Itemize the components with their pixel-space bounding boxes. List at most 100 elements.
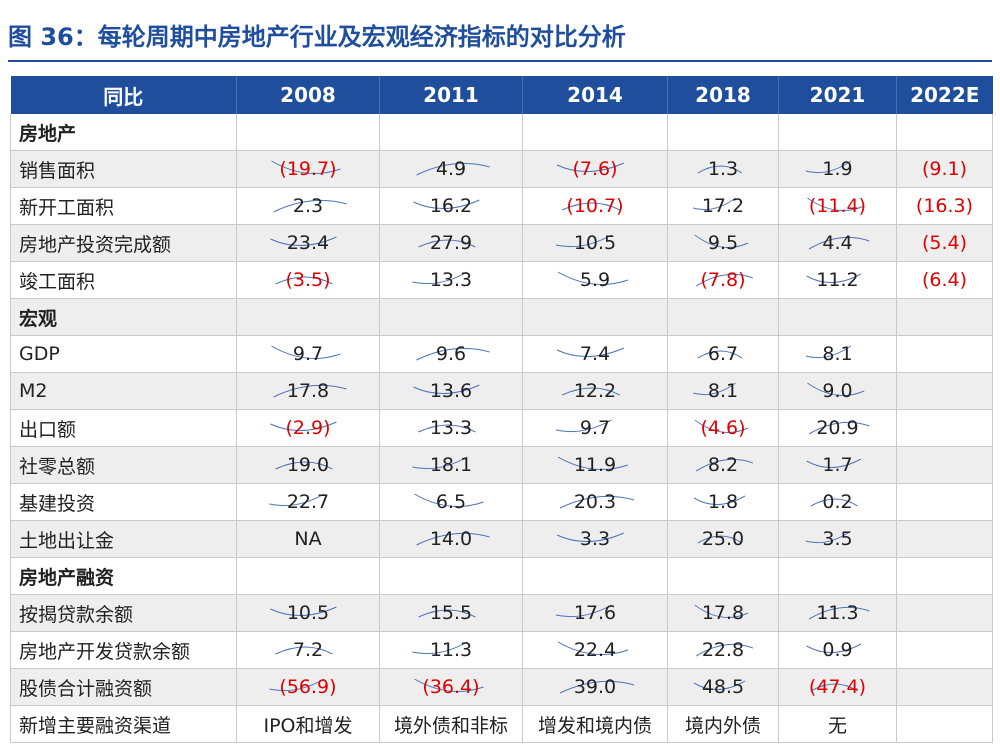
table-cell (896, 298, 993, 336)
table-cell: (56.9) (236, 668, 380, 706)
table-cell: 7.4 (522, 335, 668, 373)
table-cell: (16.3) (896, 187, 993, 225)
row-label: 土地出让金 (10, 520, 237, 558)
cell-value: 4.9 (435, 158, 467, 180)
table-cell: 13.3 (379, 261, 523, 299)
sparkline-decoration (269, 678, 325, 692)
table-cell: 境内外债 (667, 705, 779, 743)
sparkline-decoration (694, 234, 749, 248)
cell-value: 23.4 (286, 232, 330, 254)
table-cell: 17.6 (522, 594, 668, 632)
sparkline-decoration (270, 421, 337, 432)
row-label: M2 (10, 372, 237, 410)
table-cell: 12.2 (522, 372, 668, 410)
cell-value: 13.6 (429, 380, 473, 402)
cell-value: 15.5 (429, 602, 473, 624)
cell-value: (5.4) (921, 232, 968, 254)
cell-value: 14.0 (429, 528, 473, 550)
sparkline-decoration (273, 384, 347, 398)
table-cell: 9.7 (236, 335, 380, 373)
sparkline-decoration (693, 495, 746, 505)
table-cell: 1.8 (667, 483, 779, 521)
header-year: 2021 (778, 76, 897, 114)
sparkline-decoration (693, 680, 746, 690)
sparkline-decoration (275, 461, 333, 470)
sparkline-decoration (412, 456, 468, 470)
table-row: 出口额 (2.9) 13.3 9.7 (4.6) 20.9 (10, 409, 993, 447)
table-cell: 6.5 (379, 483, 523, 521)
cell-value: 2.3 (292, 195, 324, 217)
sparkline-decoration (418, 424, 476, 433)
cell-value: (11.4) (808, 195, 867, 217)
sparkline-decoration (696, 273, 753, 287)
cell-value: 9.7 (292, 343, 324, 365)
sparkline-decoration (696, 458, 753, 472)
cell-value: 8.1 (822, 343, 853, 365)
sparkline-decoration (275, 646, 333, 655)
table-cell: 11.3 (379, 631, 523, 669)
table-row: M2 17.8 13.6 12.2 8.1 9.0 (10, 372, 993, 410)
table-cell: 23.4 (236, 224, 380, 262)
table-cell: 22.8 (667, 631, 779, 669)
sparkline-decoration (807, 382, 865, 396)
cell-value: 22.7 (286, 491, 330, 513)
table-cell: 17.8 (236, 372, 380, 410)
sparkline-decoration (693, 197, 736, 211)
table-cell: 11.9 (522, 446, 668, 484)
table-cell: NA (236, 520, 380, 558)
table-cell (896, 668, 993, 706)
sparkline-decoration (414, 493, 484, 507)
table-cell: 0.9 (778, 631, 897, 669)
cell-value: 6.5 (435, 491, 467, 513)
cell-value: 48.5 (701, 676, 745, 698)
cell-value: 5.9 (579, 269, 611, 291)
table-cell: 10.5 (236, 594, 380, 632)
cell-value: 无 (827, 714, 847, 737)
cell-value: (36.4) (422, 676, 480, 698)
table-cell: 14.0 (379, 520, 523, 558)
table-row: 竣工面积 (3.5) 13.3 5.9 (7.8) 11.2 (6.4) (10, 261, 993, 299)
table-cell: 3.3 (522, 520, 668, 558)
cell-value: 1.8 (707, 491, 739, 513)
cell-value: 22.4 (573, 639, 617, 661)
sparkline-decoration (805, 530, 852, 544)
table-row: GDP 9.7 9.6 7.4 6.7 8.1 (10, 335, 993, 373)
sparkline-decoration (693, 382, 736, 396)
row-label: 新开工面积 (10, 187, 237, 225)
cell-value: 10.5 (286, 602, 330, 624)
cell-value: (47.4) (808, 676, 867, 698)
table-cell: 0.2 (778, 483, 897, 521)
table-cell: 3.5 (778, 520, 897, 558)
table-row: 房地产开发贷款余额 7.2 11.3 22.4 22.8 0.9 (10, 631, 993, 669)
cell-value: (3.5) (285, 269, 331, 291)
table-row: 基建投资 22.7 6.5 20.3 1.8 0.2 (10, 483, 993, 521)
table-cell: 16.2 (379, 187, 523, 225)
table-cell (896, 594, 993, 632)
cell-value: 27.9 (429, 232, 473, 254)
cell-value: 9.7 (579, 417, 611, 439)
table-cell: 22.7 (236, 483, 380, 521)
section-row: 房地产 (10, 114, 993, 151)
sparkline-decoration (559, 495, 635, 509)
cell-value: (10.7) (566, 195, 624, 217)
table-cell: (19.7) (236, 150, 380, 188)
table-cell (896, 483, 993, 521)
sparkline-decoration (808, 421, 870, 435)
table-cell: 无 (778, 705, 897, 743)
sparkline-decoration (271, 160, 341, 174)
cell-value: 8.2 (707, 454, 739, 476)
table-cell: 4.9 (379, 150, 523, 188)
sparkline-decoration (808, 236, 870, 250)
table-cell: 20.9 (778, 409, 897, 447)
cell-value: 17.6 (573, 602, 617, 624)
sparkline-decoration (808, 606, 870, 620)
sparkline-decoration (697, 350, 743, 359)
table-cell: 9.6 (379, 335, 523, 373)
table-cell (896, 372, 993, 410)
table-cell: 7.2 (236, 631, 380, 669)
cell-value: 11.9 (573, 454, 617, 476)
sparkline-decoration (555, 234, 612, 248)
sparkline-decoration (418, 239, 476, 248)
section-label: 房地产 (10, 114, 237, 151)
cell-value: 9.6 (435, 343, 467, 365)
